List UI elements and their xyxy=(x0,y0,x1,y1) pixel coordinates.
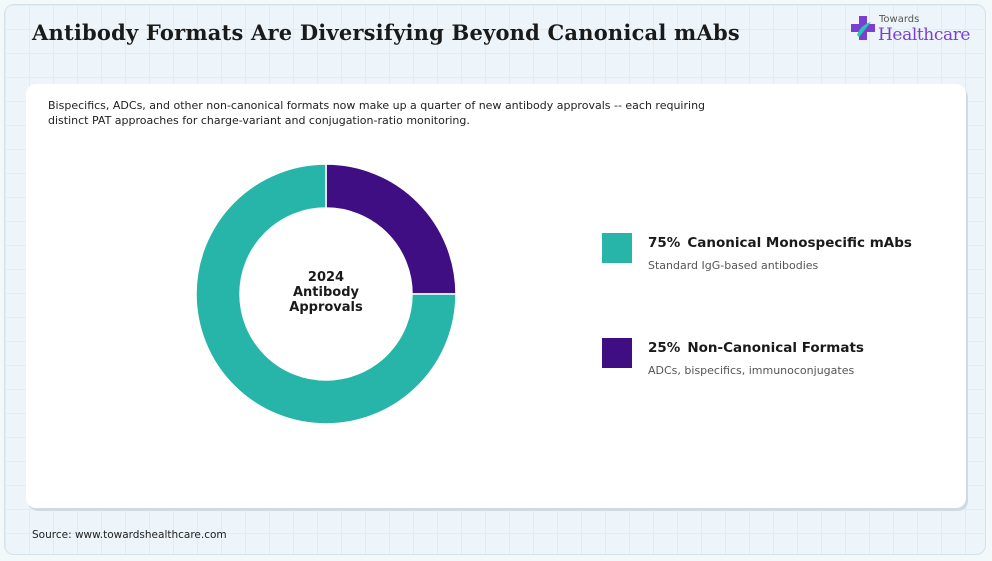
legend-percent: 75% xyxy=(648,235,681,251)
logo-text-bottom: Healthcare xyxy=(878,25,971,45)
legend-item-canonical: 75% Canonical Monospecific mAbs Standard … xyxy=(602,232,942,292)
center-label-line-2: Antibody xyxy=(292,285,359,300)
cross-logo-icon xyxy=(851,16,875,40)
legend-title: 75% Canonical Monospecific mAbs xyxy=(648,235,912,251)
legend-label: Canonical Monospecific mAbs xyxy=(687,235,912,251)
source-note: Source: www.towardshealthcare.com xyxy=(32,529,227,541)
legend-label: Non-Canonical Formats xyxy=(687,340,864,356)
legend-percent: 25% xyxy=(648,340,681,356)
center-label-line-1: 2024 xyxy=(307,270,345,285)
legend-title: 25% Non-Canonical Formats xyxy=(648,340,864,356)
logo-text-top: Towards xyxy=(879,14,920,25)
legend-description: Standard IgG-based antibodies xyxy=(648,259,819,272)
legend-description: ADCs, bispecifics, immunoconjugates xyxy=(648,364,855,377)
page-title: Antibody Formats Are Diversifying Beyond… xyxy=(32,20,740,45)
donut-center-label: 2024 Antibody Approvals xyxy=(266,270,386,315)
legend-item-non-canonical: 25% Non-Canonical Formats ADCs, bispecifi… xyxy=(602,337,942,397)
donut-chart: 2024 Antibody Approvals xyxy=(196,164,456,424)
legend-swatch xyxy=(602,233,632,263)
legend-swatch xyxy=(602,338,632,368)
donut-svg xyxy=(196,164,456,424)
chart-card: Bispecifics, ADCs, and other non-canonic… xyxy=(26,84,966,508)
center-label-line-3: Approvals xyxy=(289,300,363,315)
chart-subtitle: Bispecifics, ADCs, and other non-canonic… xyxy=(48,99,706,127)
donut-slice-canonical xyxy=(196,164,456,424)
brand-logo: Towards Healthcare xyxy=(850,14,970,48)
